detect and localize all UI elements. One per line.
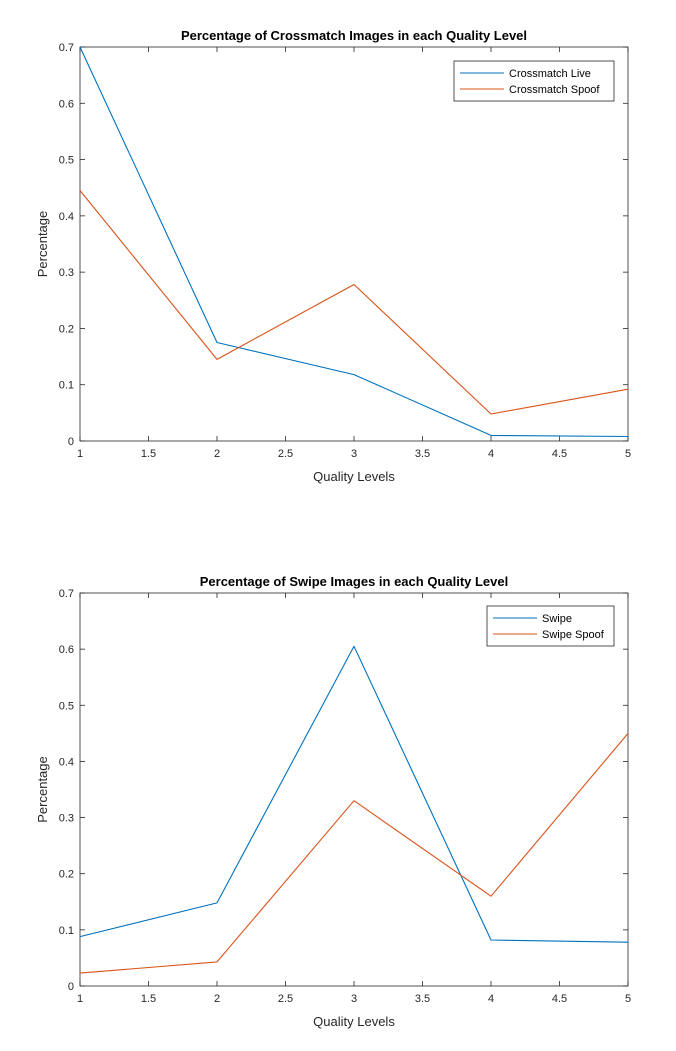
x-tick-label: 1.5 (141, 448, 156, 460)
chart-2: Percentage of Swipe Images in each Quali… (35, 574, 631, 1029)
x-tick-label: 5 (625, 448, 631, 460)
series-line-1 (79, 645, 629, 943)
y-tick-label: 0.2 (59, 323, 74, 335)
legend-label: Swipe (542, 613, 572, 625)
y-tick-label: 0 (68, 436, 74, 448)
legend: Swipe Swipe Spoof (486, 605, 615, 647)
x-tick-label: 4 (488, 448, 494, 460)
x-tick-label: 3.5 (415, 993, 430, 1005)
y-tick-label: 0.1 (59, 380, 74, 392)
x-tick-label: 3 (351, 993, 357, 1005)
x-tick-label: 3 (351, 448, 357, 460)
y-axis-label: Percentage (35, 211, 50, 278)
x-tick-label: 1 (77, 993, 83, 1005)
x-tick-label: 2 (214, 993, 220, 1005)
legend-box (486, 605, 615, 647)
x-tick-label: 2 (214, 448, 220, 460)
series-line-2 (79, 190, 629, 415)
y-tick-label: 0.4 (59, 756, 74, 768)
y-tick-label: 0.7 (59, 588, 74, 600)
legend-box (453, 60, 615, 102)
x-axis-label: Quality Levels (313, 1014, 395, 1029)
legend-label: Swipe Spoof (542, 629, 605, 641)
y-tick-label: 0.6 (59, 98, 74, 110)
chart-title: Percentage of Crossmatch Images in each … (181, 28, 527, 43)
chart-1: Percentage of Crossmatch Images in each … (35, 28, 631, 484)
legend-label: Crossmatch Spoof (509, 84, 600, 96)
plot-area (79, 592, 629, 987)
x-tick-label: 3.5 (415, 448, 430, 460)
y-tick-label: 0.2 (59, 869, 74, 881)
y-tick-label: 0 (68, 981, 74, 993)
x-tick-label: 2.5 (278, 993, 293, 1005)
x-tick-label: 4 (488, 993, 494, 1005)
series-line-1 (79, 46, 629, 438)
y-tick-label: 0.1 (59, 925, 74, 937)
chart-title: Percentage of Swipe Images in each Quali… (200, 574, 509, 589)
y-tick-label: 0.6 (59, 644, 74, 656)
x-tick-label: 1 (77, 448, 83, 460)
plot-area (79, 46, 629, 442)
x-axis-label: Quality Levels (313, 469, 395, 484)
x-tick-label: 4.5 (552, 448, 567, 460)
x-tick-label: 4.5 (552, 993, 567, 1005)
legend: Crossmatch Live Crossmatch Spoof (453, 60, 615, 102)
y-tick-label: 0.3 (59, 267, 74, 279)
y-tick-label: 0.4 (59, 211, 74, 223)
x-tick-label: 1.5 (141, 993, 156, 1005)
legend-label: Crossmatch Live (509, 68, 591, 80)
y-tick-label: 0.7 (59, 42, 74, 54)
y-tick-label: 0.5 (59, 700, 74, 712)
x-tick-label: 2.5 (278, 448, 293, 460)
y-axis-label: Percentage (35, 756, 50, 823)
y-tick-label: 0.3 (59, 813, 74, 825)
series-line-2 (79, 733, 629, 974)
y-tick-label: 0.5 (59, 155, 74, 167)
x-tick-label: 5 (625, 993, 631, 1005)
